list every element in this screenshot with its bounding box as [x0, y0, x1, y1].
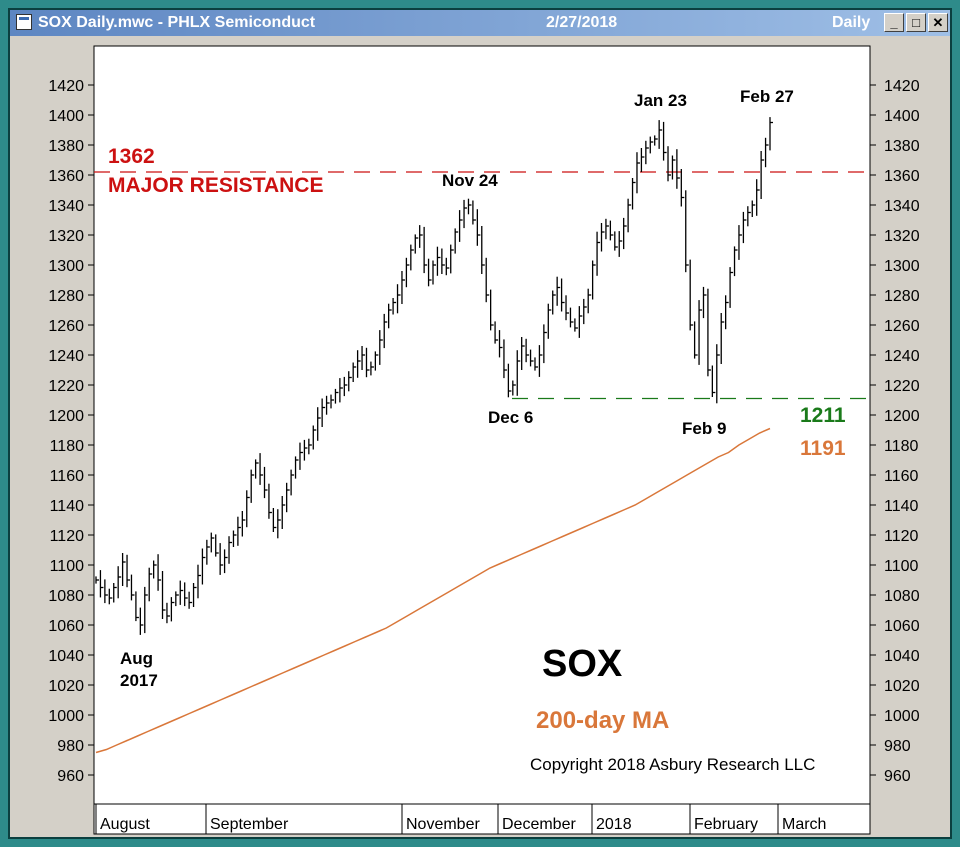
y-tick-label-left: 1120	[50, 528, 85, 545]
y-tick-label-right: 1020	[884, 678, 920, 695]
support-value-label: 1211	[800, 404, 846, 427]
y-tick-label-right: 1100	[884, 558, 919, 575]
y-tick-label-left: 980	[57, 738, 84, 755]
y-tick-label-right: 1220	[884, 378, 920, 395]
y-tick-label-right: 1000	[884, 708, 920, 725]
x-tick-label: November	[406, 816, 480, 833]
y-tick-label-left: 1140	[50, 498, 85, 515]
price-annotation: Aug	[120, 649, 153, 668]
y-tick-label-right: 1420	[884, 78, 920, 95]
y-tick-label-right: 1040	[884, 648, 920, 665]
ma-end-value-label: 1191	[800, 437, 846, 460]
y-tick-label-left: 1000	[48, 708, 84, 725]
y-tick-label-right: 980	[884, 738, 911, 755]
reference-lines	[94, 171, 870, 400]
y-tick-label-left: 1100	[50, 558, 85, 575]
y-tick-label-right: 1360	[884, 168, 920, 185]
y-tick-label-right: 1340	[884, 198, 920, 215]
y-tick-label-right: 1120	[884, 528, 919, 545]
window-date: 2/27/2018	[546, 14, 618, 31]
y-tick-label-left: 1080	[48, 588, 84, 605]
y-tick-label-left: 1280	[48, 288, 84, 305]
y-tick-label-right: 1380	[884, 138, 920, 155]
y-tick-label-left: 1220	[48, 378, 84, 395]
moving-average-series	[95, 427, 771, 754]
x-axis: August September November December 2018 Febru…	[95, 804, 826, 834]
x-tick-label: 2018	[596, 816, 632, 833]
chart-title: SOX	[542, 643, 623, 685]
y-tick-label-right: 1200	[884, 408, 920, 425]
y-tick-label-left: 1320	[48, 228, 84, 245]
y-tick-label-right: 960	[884, 768, 911, 785]
x-tick-label: February	[694, 816, 758, 833]
ma-200-line	[95, 427, 771, 754]
chart-annotations: 1362 MAJOR RESISTANCE 1211 1191 Aug 2017 Nov 2…	[108, 87, 846, 774]
y-tick-label-right: 1180	[884, 438, 919, 455]
price-annotation: Feb 27	[740, 87, 794, 106]
resistance-text-label: MAJOR RESISTANCE	[108, 174, 323, 197]
chart-area: 960 960 980 980 1000 1000 1020 1020 1040 1040 1060…	[18, 40, 942, 835]
y-tick-label-right: 1160	[884, 468, 919, 485]
price-annotation: Nov 24	[442, 171, 498, 190]
window-title: SOX Daily.mwc - PHLX Semiconduct	[38, 14, 316, 31]
y-tick-label-right: 1400	[884, 108, 920, 125]
y-tick-label-right: 1260	[884, 318, 920, 335]
x-axis-strip	[93, 803, 871, 835]
x-tick-label: August	[100, 816, 150, 833]
y-tick-label-right: 1280	[884, 288, 920, 305]
plot-area	[93, 45, 871, 805]
y-tick-label-left: 1400	[48, 108, 84, 125]
window-period: Daily	[832, 14, 871, 31]
y-tick-label-right: 1300	[884, 258, 920, 275]
y-tick-label-right: 1320	[884, 228, 920, 245]
chart-app-icon	[16, 14, 32, 30]
ma-legend-label: 200-day MA	[536, 707, 669, 734]
y-tick-label-left: 1360	[48, 168, 84, 185]
price-annotation: Jan 23	[634, 91, 687, 110]
y-tick-label-left: 1060	[48, 618, 84, 635]
title-bar[interactable]: SOX Daily.mwc - PHLX Semiconduct 2/27/20…	[10, 10, 950, 36]
copyright-text: Copyright 2018 Asbury Research LLC	[530, 755, 815, 774]
price-annotation: Feb 9	[682, 419, 726, 438]
y-tick-label-right: 1240	[884, 348, 920, 365]
price-chart: 960 960 980 980 1000 1000 1020 1020 1040 1040 1060…	[18, 40, 942, 835]
y-tick-label-right: 1140	[884, 498, 919, 515]
resistance-value-label: 1362	[108, 145, 155, 168]
y-tick-label-left: 1040	[48, 648, 84, 665]
price-annotation: Dec 6	[488, 408, 533, 427]
y-tick-label-left: 1420	[48, 78, 84, 95]
x-tick-label: December	[502, 816, 576, 833]
y-axis: 960 960 980 980 1000 1000 1020 1020 1040 1040 1060…	[48, 78, 919, 785]
x-tick-label: September	[210, 816, 289, 833]
y-tick-label-left: 1200	[48, 408, 84, 425]
y-tick-label-left: 1260	[48, 318, 84, 335]
close-button[interactable]: ✕	[928, 13, 948, 32]
price-bar-series	[95, 117, 773, 635]
maximize-button[interactable]: □	[906, 13, 926, 32]
y-tick-label-left: 1340	[48, 198, 84, 215]
y-tick-label-right: 1060	[884, 618, 920, 635]
y-tick-label-right: 1080	[884, 588, 920, 605]
x-tick-label: March	[782, 816, 826, 833]
y-tick-label-left: 1380	[48, 138, 84, 155]
y-tick-label-left: 960	[57, 768, 84, 785]
y-tick-label-left: 1300	[48, 258, 84, 275]
y-tick-label-left: 1180	[50, 438, 85, 455]
price-annotation-year: 2017	[120, 671, 158, 690]
y-tick-label-left: 1160	[50, 468, 85, 485]
y-tick-label-left: 1240	[48, 348, 84, 365]
minimize-button[interactable]: _	[884, 13, 904, 32]
y-tick-label-left: 1020	[48, 678, 84, 695]
